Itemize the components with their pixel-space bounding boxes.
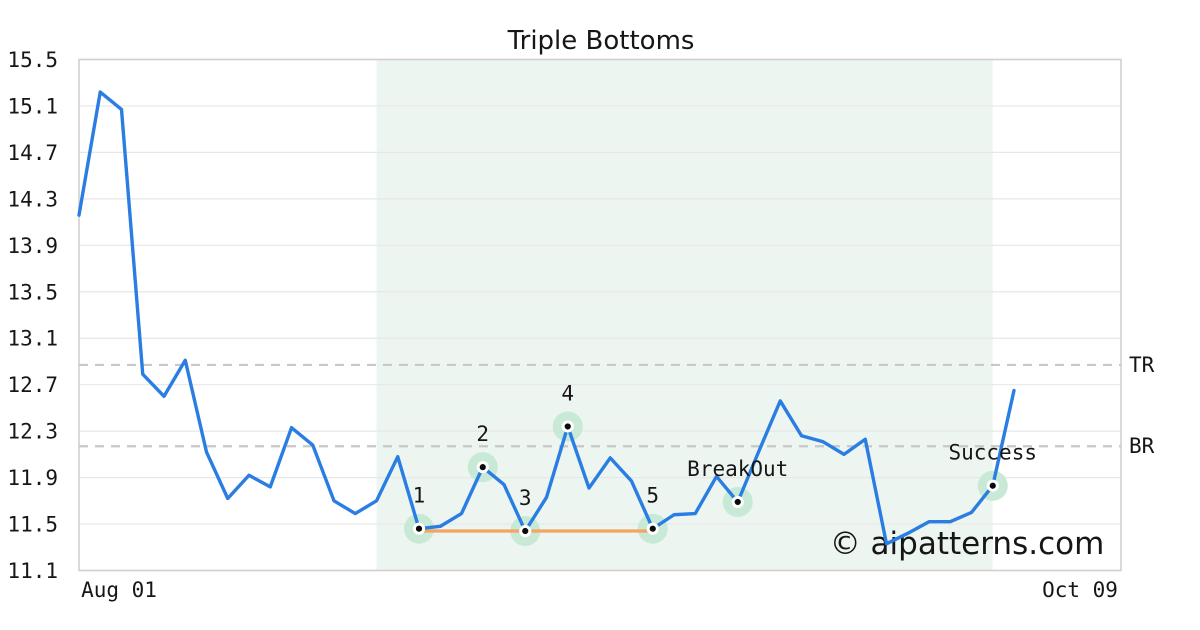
y-tick-label-14.7: 14.7: [7, 141, 58, 165]
pattern-label-2: 2: [476, 422, 489, 446]
marker-dot-3: [519, 524, 532, 538]
pattern-label-5: 5: [646, 484, 659, 508]
x-tick-label-end: Oct 09: [1042, 578, 1118, 602]
marker-dot-5: [646, 522, 659, 535]
y-tick-label-12.7: 12.7: [7, 373, 58, 397]
marker-dot-Success: [986, 479, 999, 492]
y-tick-label-13.1: 13.1: [7, 327, 58, 351]
level-label-BR: BR: [1129, 434, 1155, 458]
pattern-shaded-region: [376, 59, 993, 571]
pattern-label-4: 4: [561, 381, 574, 405]
marker-dot-BreakOut: [731, 495, 744, 509]
marker-dot-1: [412, 522, 426, 535]
chart-foreground-layer: TR BR 1 2 3 4 5 BreakOut Success: [77, 90, 1155, 547]
price-line: [77, 90, 1016, 546]
pattern-label-BreakOut: BreakOut: [687, 457, 788, 481]
chart-title: Triple Bottoms: [507, 26, 695, 56]
y-tick-label-11.5: 11.5: [7, 513, 58, 537]
y-tick-label-13.9: 13.9: [7, 234, 58, 258]
chart-background-layer: [78, 58, 1122, 572]
marker-dot-2: [476, 461, 489, 474]
y-tick-label-12.3: 12.3: [7, 420, 58, 444]
level-label-TR: TR: [1129, 353, 1155, 377]
marker-dot-4: [561, 420, 574, 433]
pattern-label-3: 3: [519, 486, 532, 510]
y-tick-label-15.5: 15.5: [7, 48, 58, 72]
y-tick-label-11.1: 11.1: [7, 559, 58, 583]
pattern-label-Success: Success: [948, 441, 1037, 465]
watermark: © aipatterns.com: [830, 526, 1105, 562]
y-tick-label-14.3: 14.3: [7, 187, 58, 211]
y-tick-label-11.9: 11.9: [7, 466, 58, 490]
y-tick-label-13.5: 13.5: [7, 280, 58, 304]
plot-frame: [78, 58, 1122, 572]
x-tick-label-start: Aug 01: [81, 578, 157, 602]
y-tick-label-15.1: 15.1: [7, 94, 58, 118]
axis-layer: 11.1 11.5 11.9 12.3 12.7 13.1 13.5 13.9 14.3 14.7…: [7, 48, 58, 583]
pattern-label-1: 1: [413, 484, 426, 508]
